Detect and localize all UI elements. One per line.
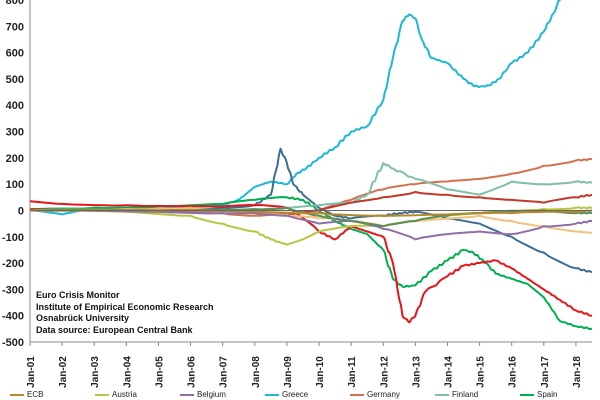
legend-swatch xyxy=(350,393,364,396)
legend-item: Greece xyxy=(265,390,308,399)
source-annotation: Euro Crisis Monitor Institute of Empiric… xyxy=(36,290,214,336)
x-tick-label: Jan-09 xyxy=(283,356,294,388)
y-tick-label: 200 xyxy=(6,153,24,165)
y-tick-label: -400 xyxy=(2,311,24,323)
legend-item: Germany xyxy=(350,390,400,399)
legend-item: Belgium xyxy=(180,390,226,399)
y-tick-label: 800 xyxy=(6,0,24,7)
x-tick-label: Jan-06 xyxy=(187,356,198,388)
legend-swatch xyxy=(435,393,449,396)
annotation-line-4: Data source: European Central Bank xyxy=(36,324,193,335)
x-tick-label: Jan-13 xyxy=(411,356,422,388)
legend-swatch xyxy=(265,393,279,396)
series-line-italy xyxy=(30,200,592,324)
x-tick-label: Jan-03 xyxy=(90,356,101,388)
x-tick-label: Jan-17 xyxy=(540,356,551,388)
y-tick-label: 100 xyxy=(6,179,24,191)
y-tick-label: -500 xyxy=(2,337,24,349)
legend-label: Austria xyxy=(112,390,137,399)
chart-legend: ECB Austria Belgium Greece Germany Finland Spa… xyxy=(0,390,600,400)
y-tick-label: 600 xyxy=(6,48,24,60)
legend-label: Finland xyxy=(452,390,479,399)
series-line-germany xyxy=(30,157,592,217)
legend-item: ECB xyxy=(10,390,43,399)
y-tick-label: -200 xyxy=(2,258,24,270)
x-tick-label: Jan-11 xyxy=(347,356,358,388)
annotation-line-2: Institute of Empirical Economic Research xyxy=(36,301,214,312)
x-tick-label: Jan-01 xyxy=(26,356,37,388)
legend-item: Spain xyxy=(520,390,557,399)
x-axis-tick-labels: Jan-01 Jan-02 Jan-03 Jan-04 Jan-05 Jan-06 Jan-… xyxy=(26,342,583,388)
legend-item: Finland xyxy=(435,390,478,399)
legend-swatch xyxy=(95,393,109,396)
legend-swatch xyxy=(520,393,534,396)
legend-label: Belgium xyxy=(197,390,226,399)
legend-item: Austria xyxy=(95,390,137,399)
series-lines xyxy=(30,0,592,330)
legend-swatch xyxy=(10,393,24,396)
x-tick-label: Jan-16 xyxy=(508,356,519,388)
legend-label: Greece xyxy=(282,390,309,399)
legend-label: Germany xyxy=(367,390,400,399)
gridlines xyxy=(29,0,592,343)
series-line-belgium xyxy=(30,209,592,241)
x-tick-label: Jan-12 xyxy=(379,356,390,388)
x-tick-label: Jan-07 xyxy=(219,356,230,388)
annotation-line-3: Osnabrück University xyxy=(36,313,130,323)
y-tick-label: 700 xyxy=(6,21,24,33)
y-tick-label: -100 xyxy=(2,232,24,244)
series-line-spain xyxy=(30,196,592,330)
x-tick-label: Jan-15 xyxy=(476,356,487,388)
series-line-greece xyxy=(30,0,561,216)
x-tick-label: Jan-18 xyxy=(572,356,583,388)
y-tick-label: 400 xyxy=(6,100,24,112)
legend-swatch xyxy=(180,393,194,396)
y-tick-label: 500 xyxy=(6,74,24,86)
x-tick-label: Jan-04 xyxy=(122,356,133,388)
y-tick-label: -300 xyxy=(2,284,24,296)
x-tick-label: Jan-10 xyxy=(315,356,326,388)
y-tick-label: 300 xyxy=(6,127,24,139)
series-line-finland xyxy=(30,162,592,212)
y-tick-label: 0 xyxy=(18,205,24,217)
x-tick-label: Jan-02 xyxy=(58,356,69,388)
x-tick-label: Jan-14 xyxy=(443,356,454,388)
legend-label: ECB xyxy=(27,390,44,399)
legend-label: Spain xyxy=(537,390,558,399)
y-axis-tick-labels: -500 -400 -300 -200 -100 0 100 200 300 400 500 600 7… xyxy=(2,0,24,349)
annotation-line-1: Euro Crisis Monitor xyxy=(36,290,120,300)
x-tick-label: Jan-08 xyxy=(251,356,262,388)
x-tick-label: Jan-05 xyxy=(154,356,165,388)
